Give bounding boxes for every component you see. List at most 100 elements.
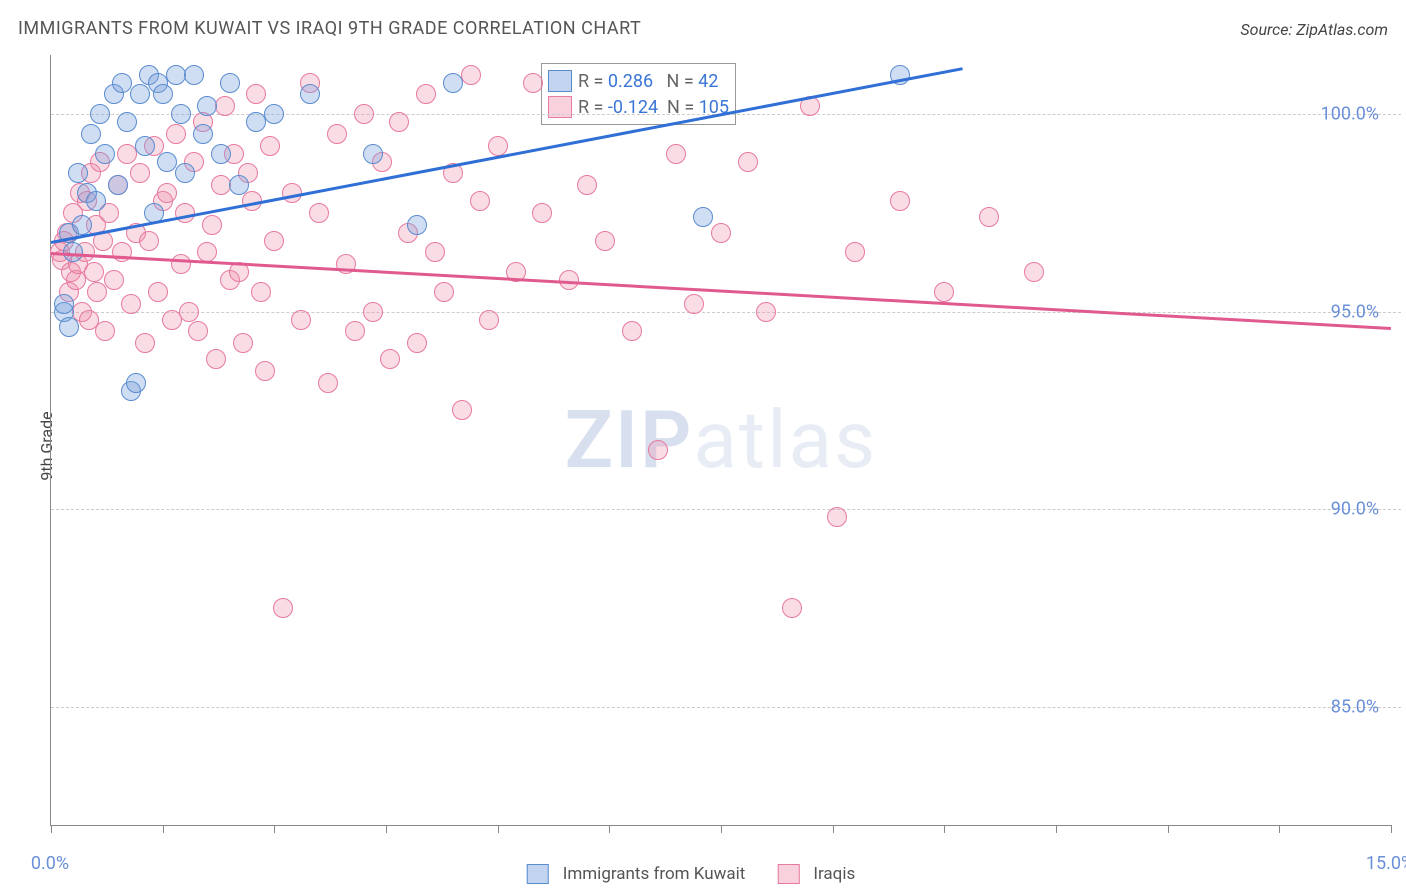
scatter-point-kuwait — [264, 104, 284, 124]
scatter-point-iraqis — [327, 124, 347, 144]
scatter-point-iraqis — [166, 124, 186, 144]
scatter-point-kuwait — [175, 163, 195, 183]
plot-area: ZIPatlas R = 0.286 N = 42R = -0.124 N = … — [50, 55, 1391, 826]
scatter-point-kuwait — [95, 144, 115, 164]
scatter-point-iraqis — [251, 282, 271, 302]
scatter-point-kuwait — [153, 84, 173, 104]
source-attribution: Source: ZipAtlas.com — [1240, 20, 1388, 39]
scatter-point-iraqis — [354, 104, 374, 124]
scatter-point-kuwait — [157, 152, 177, 172]
scatter-point-iraqis — [389, 112, 409, 132]
scatter-point-iraqis — [416, 84, 436, 104]
scatter-point-iraqis — [233, 333, 253, 353]
scatter-point-iraqis — [273, 598, 293, 618]
scatter-point-kuwait — [135, 136, 155, 156]
scatter-point-iraqis — [827, 507, 847, 527]
scatter-point-iraqis — [171, 254, 191, 274]
scatter-point-iraqis — [179, 302, 199, 322]
scatter-point-iraqis — [135, 333, 155, 353]
x-tick — [1279, 825, 1280, 833]
scatter-point-iraqis — [1024, 262, 1044, 282]
scatter-point-iraqis — [666, 144, 686, 164]
scatter-point-iraqis — [845, 242, 865, 262]
y-tick-label: 85.0% — [1331, 696, 1379, 717]
scatter-point-iraqis — [260, 136, 280, 156]
scatter-point-iraqis — [756, 302, 776, 322]
scatter-point-iraqis — [488, 136, 508, 156]
scatter-point-kuwait — [81, 124, 101, 144]
scatter-point-kuwait — [300, 84, 320, 104]
scatter-point-kuwait — [363, 144, 383, 164]
scatter-point-kuwait — [443, 73, 463, 93]
scatter-point-iraqis — [121, 294, 141, 314]
scatter-point-iraqis — [434, 282, 454, 302]
x-tick-label: 0.0% — [31, 853, 69, 874]
scatter-point-kuwait — [229, 175, 249, 195]
x-tick-label: 15.0% — [1366, 853, 1406, 874]
scatter-point-iraqis — [470, 191, 490, 211]
x-tick — [498, 825, 499, 833]
scatter-point-kuwait — [90, 104, 110, 124]
scatter-point-kuwait — [184, 65, 204, 85]
scatter-point-iraqis — [130, 163, 150, 183]
scatter-point-iraqis — [738, 152, 758, 172]
scatter-point-kuwait — [68, 163, 88, 183]
scatter-point-kuwait — [112, 73, 132, 93]
scatter-point-iraqis — [206, 349, 226, 369]
scatter-point-iraqis — [318, 373, 338, 393]
scatter-point-kuwait — [72, 215, 92, 235]
scatter-point-iraqis — [202, 215, 222, 235]
scatter-point-iraqis — [648, 440, 668, 460]
gridline — [51, 312, 1401, 313]
scatter-point-iraqis — [684, 294, 704, 314]
legend-series-label: Iraqis — [813, 864, 855, 884]
scatter-point-kuwait — [193, 124, 213, 144]
scatter-point-kuwait — [117, 112, 137, 132]
x-tick — [609, 825, 610, 833]
x-tick — [274, 825, 275, 833]
scatter-point-iraqis — [157, 183, 177, 203]
x-tick — [386, 825, 387, 833]
scatter-point-iraqis — [532, 203, 552, 223]
legend-row: R = 0.286 N = 42 — [548, 68, 729, 94]
scatter-point-iraqis — [84, 262, 104, 282]
scatter-point-kuwait — [54, 294, 74, 314]
scatter-point-kuwait — [197, 96, 217, 116]
scatter-point-iraqis — [264, 231, 284, 251]
legend-swatch — [548, 70, 572, 92]
watermark: ZIPatlas — [565, 393, 878, 487]
scatter-point-iraqis — [139, 231, 159, 251]
legend-stats-text: R = 0.286 N = 42 — [578, 71, 718, 92]
y-tick-label: 95.0% — [1331, 301, 1379, 322]
scatter-point-iraqis — [711, 223, 731, 243]
scatter-point-iraqis — [782, 598, 802, 618]
chart-container: IMMIGRANTS FROM KUWAIT VS IRAQI 9TH GRAD… — [0, 0, 1406, 892]
scatter-point-iraqis — [363, 302, 383, 322]
scatter-point-kuwait — [211, 144, 231, 164]
scatter-point-iraqis — [380, 349, 400, 369]
x-tick — [1391, 825, 1392, 833]
scatter-point-iraqis — [934, 282, 954, 302]
scatter-point-iraqis — [188, 321, 208, 341]
scatter-point-iraqis — [577, 175, 597, 195]
x-tick — [1056, 825, 1057, 833]
x-tick — [163, 825, 164, 833]
scatter-point-kuwait — [407, 215, 427, 235]
scatter-point-iraqis — [309, 203, 329, 223]
scatter-point-iraqis — [890, 191, 910, 211]
legend-swatch — [777, 864, 799, 884]
scatter-point-iraqis — [979, 207, 999, 227]
legend-series-label: Immigrants from Kuwait — [563, 864, 746, 884]
scatter-point-iraqis — [407, 333, 427, 353]
x-tick — [51, 825, 52, 833]
scatter-point-iraqis — [452, 400, 472, 420]
y-tick-label: 90.0% — [1331, 499, 1379, 520]
scatter-point-iraqis — [246, 84, 266, 104]
scatter-point-iraqis — [461, 65, 481, 85]
x-tick — [944, 825, 945, 833]
scatter-point-iraqis — [479, 310, 499, 330]
scatter-point-iraqis — [95, 321, 115, 341]
legend-swatch — [527, 864, 549, 884]
scatter-point-iraqis — [345, 321, 365, 341]
series-legend: Immigrants from Kuwait Iraqis — [527, 864, 880, 884]
